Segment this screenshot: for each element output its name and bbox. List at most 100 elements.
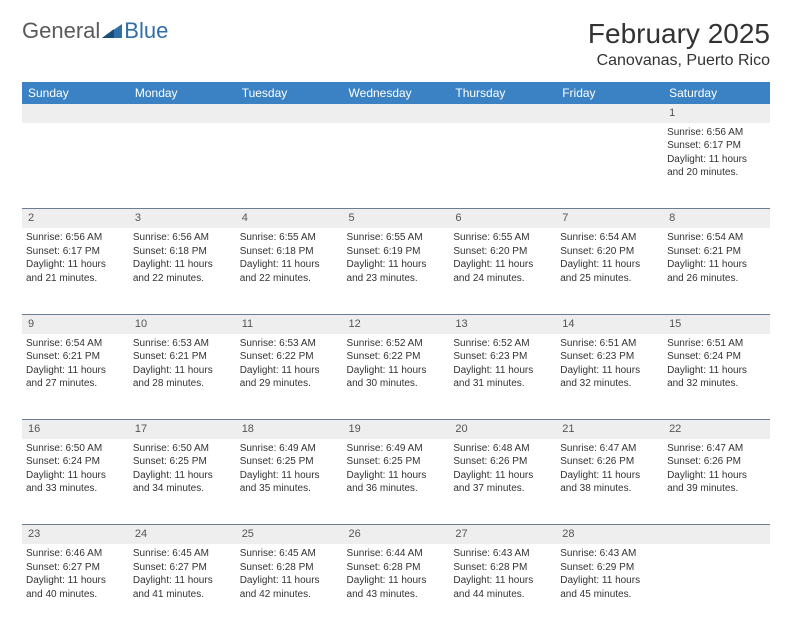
day-cell: Sunrise: 6:51 AMSunset: 6:23 PMDaylight:… [556,334,663,420]
day-number-cell: 26 [343,525,450,544]
sunset-text: Sunset: 6:18 PM [240,245,339,259]
day-number-cell: 15 [663,314,770,333]
day-number-cell: 9 [22,314,129,333]
sunrise-text: Sunrise: 6:47 AM [560,442,659,456]
day-cell: Sunrise: 6:56 AMSunset: 6:17 PMDaylight:… [22,228,129,314]
day-number-cell: 4 [236,209,343,228]
day-number-cell: 13 [449,314,556,333]
logo-text-1: General [22,18,100,44]
sunset-text: Sunset: 6:17 PM [26,245,125,259]
sunrise-text: Sunrise: 6:53 AM [133,337,232,351]
sunrise-text: Sunrise: 6:55 AM [347,231,446,245]
sunset-text: Sunset: 6:18 PM [133,245,232,259]
day-cell: Sunrise: 6:55 AMSunset: 6:20 PMDaylight:… [449,228,556,314]
sunrise-text: Sunrise: 6:52 AM [453,337,552,351]
day-number-cell: 12 [343,314,450,333]
day-number-cell: 1 [663,104,770,123]
day-cell [129,123,236,209]
sunrise-text: Sunrise: 6:54 AM [26,337,125,351]
logo-text-2: Blue [124,18,168,44]
sunrise-text: Sunrise: 6:43 AM [560,547,659,561]
sunset-text: Sunset: 6:20 PM [453,245,552,259]
sunrise-text: Sunrise: 6:55 AM [240,231,339,245]
daylight-text: and 38 minutes. [560,482,659,496]
sunset-text: Sunset: 6:23 PM [453,350,552,364]
daylight-text: Daylight: 11 hours [667,364,766,378]
daylight-text: Daylight: 11 hours [560,574,659,588]
day-cell: Sunrise: 6:53 AMSunset: 6:22 PMDaylight:… [236,334,343,420]
day-number-cell [22,104,129,123]
day-content-row: Sunrise: 6:54 AM Sunset: 6:21 PM Daylight:… [22,334,770,420]
daylight-text: Daylight: 11 hours [240,364,339,378]
logo: General Blue [22,18,168,44]
sunset-text: Sunset: 6:28 PM [347,561,446,575]
day-number-cell: 6 [449,209,556,228]
day-number-cell: 7 [556,209,663,228]
daylight-text: and 39 minutes. [667,482,766,496]
day-cell: Sunrise: 6:47 AMSunset: 6:26 PMDaylight:… [556,439,663,525]
weekday-header: Monday [129,82,236,104]
daylight-text: Daylight: 11 hours [347,574,446,588]
day-cell: Sunrise: 6:43 AMSunset: 6:29 PMDaylight:… [556,544,663,630]
day-number-row: 16171819202122 [22,420,770,439]
day-number-cell: 23 [22,525,129,544]
daylight-text: and 31 minutes. [453,377,552,391]
day-number-cell: 5 [343,209,450,228]
weekday-header-row: SundayMondayTuesdayWednesdayThursdayFrid… [22,82,770,104]
day-number-cell: 27 [449,525,556,544]
day-cell: Sunrise: 6:44 AMSunset: 6:28 PMDaylight:… [343,544,450,630]
day-number-cell: 10 [129,314,236,333]
sunrise-text: Sunrise: 6:55 AM [453,231,552,245]
sunrise-text: Sunrise: 6:56 AM [26,231,125,245]
daylight-text: Daylight: 11 hours [347,258,446,272]
daylight-text: Daylight: 11 hours [453,574,552,588]
sunrise-text: Sunrise: 6:56 AM [667,126,766,140]
day-cell [449,123,556,209]
daylight-text: and 24 minutes. [453,272,552,286]
location: Canovanas, Puerto Rico [588,52,770,70]
month-title: February 2025 [588,18,770,50]
daylight-text: and 33 minutes. [26,482,125,496]
day-number-cell: 25 [236,525,343,544]
day-number-row: 9101112131415 [22,314,770,333]
day-number-cell: 19 [343,420,450,439]
daylight-text: and 22 minutes. [240,272,339,286]
title-block: February 2025 Canovanas, Puerto Rico [588,18,770,70]
sunrise-text: Sunrise: 6:43 AM [453,547,552,561]
day-cell: Sunrise: 6:47 AMSunset: 6:26 PMDaylight:… [663,439,770,525]
sunset-text: Sunset: 6:22 PM [347,350,446,364]
daylight-text: Daylight: 11 hours [240,258,339,272]
day-cell: Sunrise: 6:54 AMSunset: 6:21 PMDaylight:… [663,228,770,314]
sunrise-text: Sunrise: 6:50 AM [133,442,232,456]
sunrise-text: Sunrise: 6:50 AM [26,442,125,456]
day-cell: Sunrise: 6:48 AMSunset: 6:26 PMDaylight:… [449,439,556,525]
day-cell: Sunrise: 6:56 AMSunset: 6:18 PMDaylight:… [129,228,236,314]
day-number-cell: 24 [129,525,236,544]
daylight-text: Daylight: 11 hours [560,258,659,272]
sunrise-text: Sunrise: 6:48 AM [453,442,552,456]
day-cell: Sunrise: 6:45 AMSunset: 6:28 PMDaylight:… [236,544,343,630]
day-cell: Sunrise: 6:53 AMSunset: 6:21 PMDaylight:… [129,334,236,420]
sunset-text: Sunset: 6:29 PM [560,561,659,575]
sunset-text: Sunset: 6:27 PM [26,561,125,575]
daylight-text: and 26 minutes. [667,272,766,286]
daylight-text: and 34 minutes. [133,482,232,496]
sunset-text: Sunset: 6:26 PM [667,455,766,469]
daylight-text: Daylight: 11 hours [26,574,125,588]
sunset-text: Sunset: 6:22 PM [240,350,339,364]
day-number-cell [556,104,663,123]
daylight-text: Daylight: 11 hours [133,574,232,588]
day-content-row: Sunrise: 6:56 AMSunset: 6:17 PM Daylight:… [22,228,770,314]
sunset-text: Sunset: 6:23 PM [560,350,659,364]
day-number-cell [129,104,236,123]
day-number-cell [236,104,343,123]
daylight-text: Daylight: 11 hours [133,258,232,272]
daylight-text: and 20 minutes. [667,166,766,180]
sunset-text: Sunset: 6:21 PM [133,350,232,364]
sunrise-text: Sunrise: 6:45 AM [133,547,232,561]
daylight-text: and 45 minutes. [560,588,659,602]
day-number-cell: 21 [556,420,663,439]
day-cell: Sunrise: 6:56 AMSunset: 6:17 PMDaylight:… [663,123,770,209]
day-number-cell: 28 [556,525,663,544]
daylight-text: and 29 minutes. [240,377,339,391]
